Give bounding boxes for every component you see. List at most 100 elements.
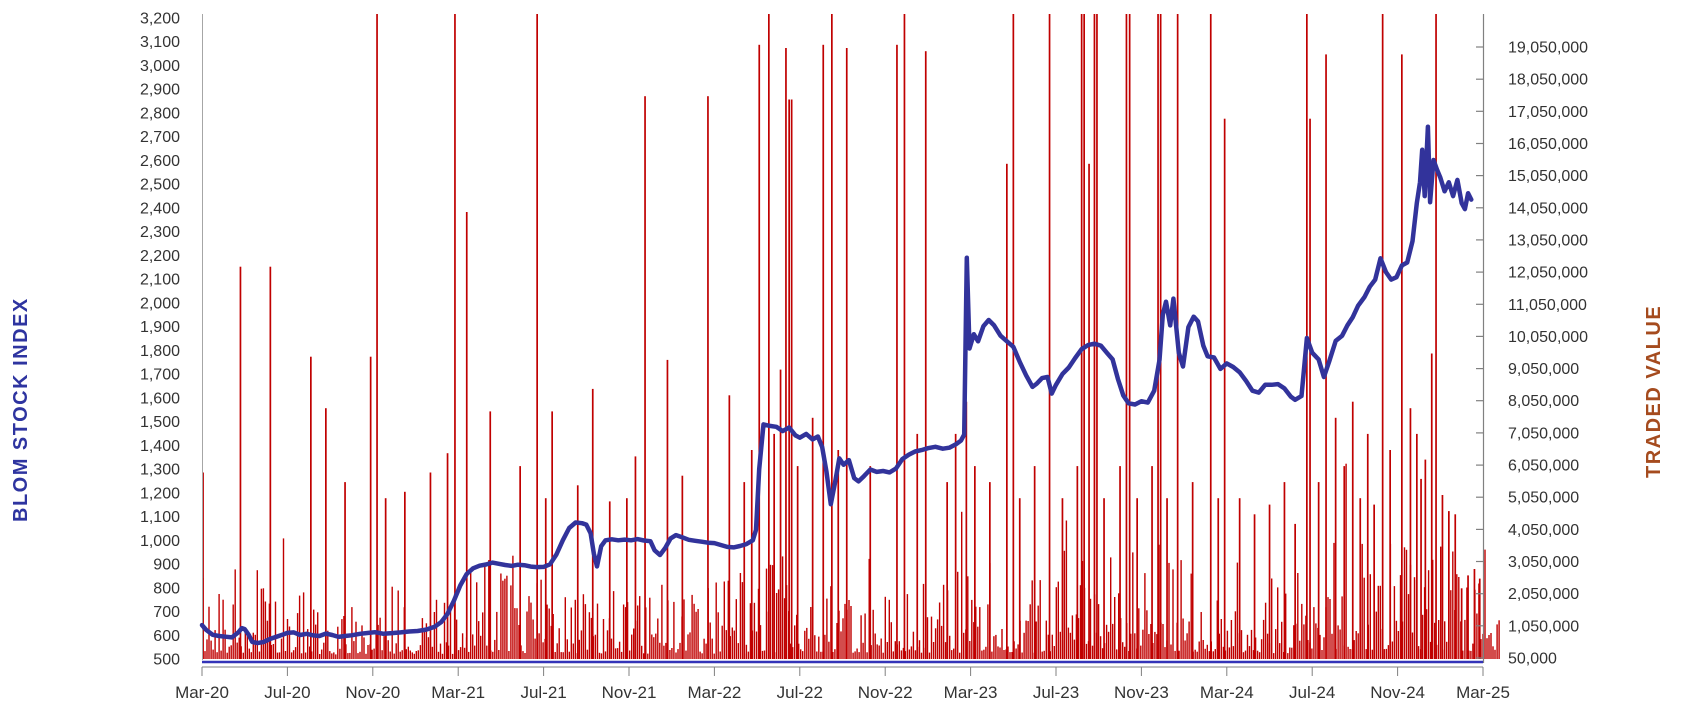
traded-value-bar [898, 641, 900, 659]
traded-value-bar [991, 651, 993, 659]
traded-value-bar [417, 650, 419, 659]
right-axis-tick-label: 11,050,000 [1508, 297, 1587, 314]
traded-value-bar [951, 650, 953, 659]
traded-value-bar [578, 639, 580, 659]
traded-value-spike-bar [1018, 498, 1021, 659]
traded-value-spike-bar [634, 456, 637, 659]
traded-value-bar [1339, 629, 1341, 659]
traded-value-bar [1444, 621, 1446, 659]
right-axis-tick-label: 19,050,000 [1508, 40, 1588, 57]
traded-value-bar [1003, 650, 1005, 659]
traded-value-bar [480, 635, 482, 659]
traded-value-bar [1379, 585, 1381, 659]
traded-value-bar [1075, 614, 1078, 659]
traded-value-bar [729, 636, 731, 659]
traded-value-bar [1327, 597, 1329, 659]
traded-value-bar [1228, 647, 1231, 659]
traded-value-spike-bar [1334, 417, 1337, 659]
traded-value-bar [542, 642, 544, 659]
left-axis-tick-label: 2,300 [140, 224, 180, 241]
traded-value-bar [560, 652, 562, 659]
traded-value-bar [1293, 625, 1295, 659]
x-axis-tick-label: Mar-21 [431, 683, 485, 702]
left-axis-tick-label: 1,700 [140, 367, 180, 384]
traded-value-bar [618, 641, 621, 659]
traded-value-bar [337, 626, 339, 659]
traded-value-bar [1498, 620, 1500, 659]
traded-value-bar [1329, 599, 1331, 659]
traded-value-bar [687, 634, 689, 659]
right-axis-tick-label: 14,050,000 [1508, 200, 1588, 217]
traded-value-bar [1043, 650, 1045, 659]
traded-value-bar [995, 634, 997, 659]
traded-value-bar [498, 650, 500, 659]
traded-value-bar [1281, 621, 1283, 659]
traded-value-bar [274, 601, 277, 659]
traded-value-bar [409, 650, 411, 659]
traded-value-bar [248, 648, 250, 659]
traded-value-bar [1198, 641, 1200, 659]
left-axis-tick-label: 3,100 [140, 34, 180, 51]
traded-value-bar [1289, 647, 1291, 659]
traded-value-bar [1299, 640, 1301, 659]
traded-value-bar [383, 636, 385, 659]
right-axis-tick-label: 15,050,000 [1508, 168, 1588, 185]
traded-value-bar [802, 651, 804, 659]
traded-value-bar [1277, 587, 1279, 659]
traded-value-spike-bar [785, 48, 787, 659]
traded-value-bar [639, 596, 641, 659]
traded-value-bar [574, 599, 576, 659]
traded-value-bar [679, 642, 681, 659]
traded-value-bar [759, 625, 762, 659]
traded-value-spike-bar [1033, 466, 1036, 659]
traded-value-bar [339, 648, 341, 659]
traded-value-bar [468, 651, 470, 659]
traded-value-bar [554, 652, 556, 659]
right-axis-tick-label: 17,050,000 [1508, 104, 1588, 121]
traded-value-bar [936, 619, 939, 659]
traded-value-bar [532, 619, 534, 659]
left-axis-tick-label: 600 [153, 628, 180, 645]
left-axis-tick-label: 800 [153, 580, 180, 597]
traded-value-bar [1200, 612, 1202, 659]
traded-value-bar [1132, 552, 1134, 659]
traded-value-spike-bar [743, 482, 746, 659]
traded-value-bar [616, 648, 619, 659]
traded-value-bar [1009, 652, 1011, 659]
traded-value-spike-bar [1268, 504, 1271, 659]
traded-value-spike-bar [831, 14, 833, 659]
traded-value-bar [488, 560, 490, 659]
traded-value-bar [1099, 636, 1102, 659]
traded-value-spike-bar [269, 266, 272, 659]
traded-value-bar [1218, 633, 1220, 659]
traded-value-bar [765, 568, 768, 659]
traded-value-spike-bar [1119, 466, 1121, 659]
traded-value-bar [1236, 562, 1239, 659]
traded-value-bar [981, 650, 983, 659]
traded-value-bar [703, 638, 705, 659]
traded-value-bar [1053, 646, 1055, 659]
traded-value-bar [892, 651, 894, 659]
traded-value-bar [741, 582, 744, 659]
traded-value-spike-bar [796, 466, 799, 659]
traded-value-spike-bar [1424, 459, 1427, 659]
traded-value-bar [1488, 635, 1490, 659]
traded-value-bar [709, 622, 711, 659]
traded-value-bar [478, 621, 480, 659]
traded-value-bar [659, 642, 661, 659]
traded-value-bar [878, 645, 880, 659]
traded-value-spike-bar [837, 450, 840, 659]
traded-value-bar [1315, 623, 1317, 659]
right-axis-tick-label: 18,050,000 [1508, 72, 1588, 89]
traded-value-bar [329, 651, 331, 659]
traded-value-spike-bar [1209, 14, 1212, 659]
traded-value-bar [1184, 640, 1186, 659]
traded-value-bar [1470, 650, 1472, 659]
traded-value-bar [1301, 603, 1303, 659]
traded-value-bar [244, 631, 246, 659]
traded-value-bar [298, 595, 301, 659]
traded-value-bar [1369, 574, 1371, 659]
traded-value-spike-bar [1083, 14, 1085, 659]
traded-value-bar [977, 626, 979, 659]
traded-value-bar [1421, 614, 1424, 659]
